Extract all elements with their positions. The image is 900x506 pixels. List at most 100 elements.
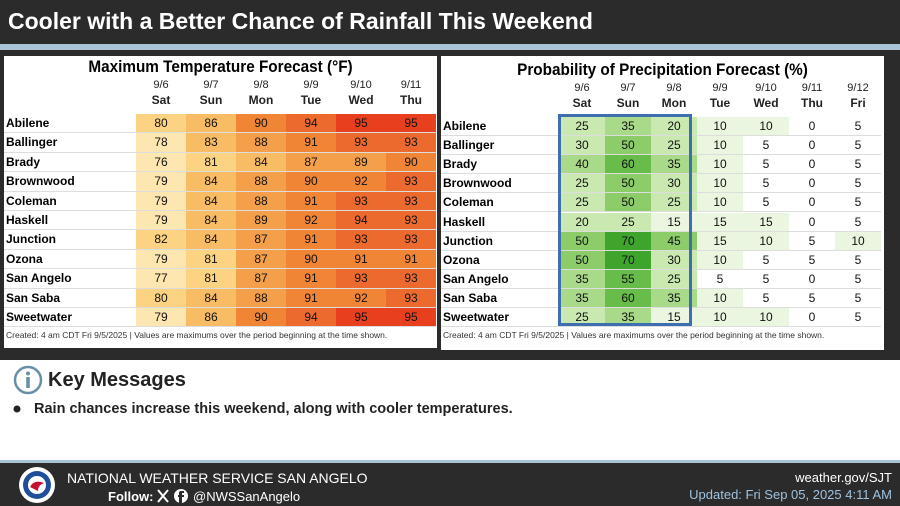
table-cell: 93 <box>386 230 436 250</box>
weekend-highlight <box>558 114 692 326</box>
table-cell: 0 <box>789 155 835 175</box>
table-cell: 87 <box>286 152 336 173</box>
header-bar <box>0 0 900 44</box>
table-cell: 30 <box>651 174 697 194</box>
info-icon <box>13 365 43 395</box>
table-cell: 80 <box>136 114 186 134</box>
table-cell: 35 <box>559 288 605 308</box>
table-cell: 10 <box>697 288 743 308</box>
table-cell: 88 <box>236 191 286 211</box>
row-name: Brady <box>441 155 559 175</box>
table-cell: 15 <box>651 308 697 328</box>
table-cell: 70 <box>605 231 651 251</box>
table-title: Maximum Temperature Forecast (°F) <box>88 57 353 76</box>
table-cell: 10 <box>743 308 789 328</box>
table-cell: 94 <box>286 308 336 328</box>
row-name: San Angelo <box>441 270 559 289</box>
row-name: Sweetwater <box>441 308 559 328</box>
table-cell: 77 <box>136 269 186 289</box>
table-cell: 35 <box>651 288 697 308</box>
social-icons <box>157 489 188 503</box>
table-cell: 91 <box>286 269 336 289</box>
table-cell: 93 <box>386 211 436 231</box>
table-cell: 5 <box>835 308 881 328</box>
table-cell: 5 <box>835 193 881 213</box>
table-cell: 0 <box>789 117 835 137</box>
column-day: Thu <box>801 96 823 110</box>
table-cell: 84 <box>186 172 236 192</box>
table-footnote: Created: 4 am CDT Fri 9/5/2025 | Values … <box>443 330 825 341</box>
updated-time: Updated: Fri Sep 05, 2025 4:11 AM <box>689 487 892 502</box>
column-day: Wed <box>348 93 374 107</box>
table-cell: 88 <box>236 288 286 308</box>
table-cell: 60 <box>605 155 651 175</box>
row-name: Haskell <box>441 213 559 232</box>
table-cell: 79 <box>136 249 186 270</box>
table-cell: 5 <box>789 231 835 251</box>
table-cell: 93 <box>336 230 386 250</box>
table-cell: 5 <box>743 136 789 156</box>
table-cell: 10 <box>835 231 881 251</box>
column-date: 9/6 <box>153 79 169 91</box>
table-cell: 10 <box>697 117 743 137</box>
table-cell: 91 <box>286 288 336 308</box>
table-cell: 10 <box>743 231 789 251</box>
table-cell: 93 <box>386 288 436 308</box>
table-cell: 60 <box>605 288 651 308</box>
row-name: Ballinger <box>4 133 136 153</box>
table-cell: 25 <box>559 193 605 213</box>
table-cell: 30 <box>559 136 605 156</box>
table-footnote: Created: 4 am CDT Fri 9/5/2025 | Values … <box>6 330 388 341</box>
table-cell: 0 <box>789 308 835 328</box>
table-cell: 5 <box>743 193 789 213</box>
table-cell: 5 <box>789 288 835 308</box>
table-cell: 95 <box>386 308 436 328</box>
table-cell: 82 <box>136 230 186 250</box>
column-date: 9/8 <box>253 79 269 91</box>
column-date: 9/7 <box>203 79 219 91</box>
table-cell: 81 <box>186 269 236 289</box>
table-cell: 5 <box>835 155 881 175</box>
table-cell: 35 <box>559 269 605 289</box>
table-cell: 90 <box>386 152 436 173</box>
table-cell: 89 <box>236 211 286 231</box>
column-day: Sat <box>572 96 592 110</box>
table-cell: 84 <box>186 211 236 231</box>
table-cell: 94 <box>286 114 336 134</box>
table-cell: 93 <box>386 172 436 192</box>
table-cell: 10 <box>697 136 743 156</box>
table-cell: 50 <box>605 193 651 213</box>
row-name: Junction <box>4 230 136 250</box>
column-date: 9/12 <box>847 82 869 94</box>
column-date: 9/6 <box>574 82 590 94</box>
table-cell: 45 <box>651 231 697 251</box>
table-cell: 88 <box>236 133 286 153</box>
table-cell: 5 <box>835 212 881 232</box>
column-day: Mon <box>661 96 687 110</box>
column-day: Wed <box>753 96 779 110</box>
table-cell: 88 <box>236 172 286 192</box>
row-name: Sweetwater <box>4 308 136 328</box>
table-cell: 79 <box>136 191 186 211</box>
table-cell: 40 <box>559 155 605 175</box>
column-day: Fri <box>850 96 866 110</box>
table-cell: 86 <box>186 308 236 328</box>
table-cell: 5 <box>743 155 789 175</box>
column-day: Tue <box>300 93 322 107</box>
table-cell: 92 <box>336 172 386 192</box>
table-cell: 76 <box>136 152 186 173</box>
table-cell: 25 <box>651 269 697 289</box>
key-messages-title: Key Messages <box>48 369 186 391</box>
table-cell: 95 <box>386 114 436 134</box>
table-cell: 35 <box>605 308 651 328</box>
table-cell: 5 <box>835 288 881 308</box>
table-cell: 90 <box>286 172 336 192</box>
table-cell: 35 <box>605 117 651 137</box>
table-cell: 95 <box>336 308 386 328</box>
column-date: 9/10 <box>755 82 777 94</box>
social-handle: @NWSSanAngelo <box>193 489 301 504</box>
table-cell: 25 <box>605 212 651 232</box>
footer-bar <box>0 460 900 506</box>
row-name: Ozona <box>4 250 136 270</box>
